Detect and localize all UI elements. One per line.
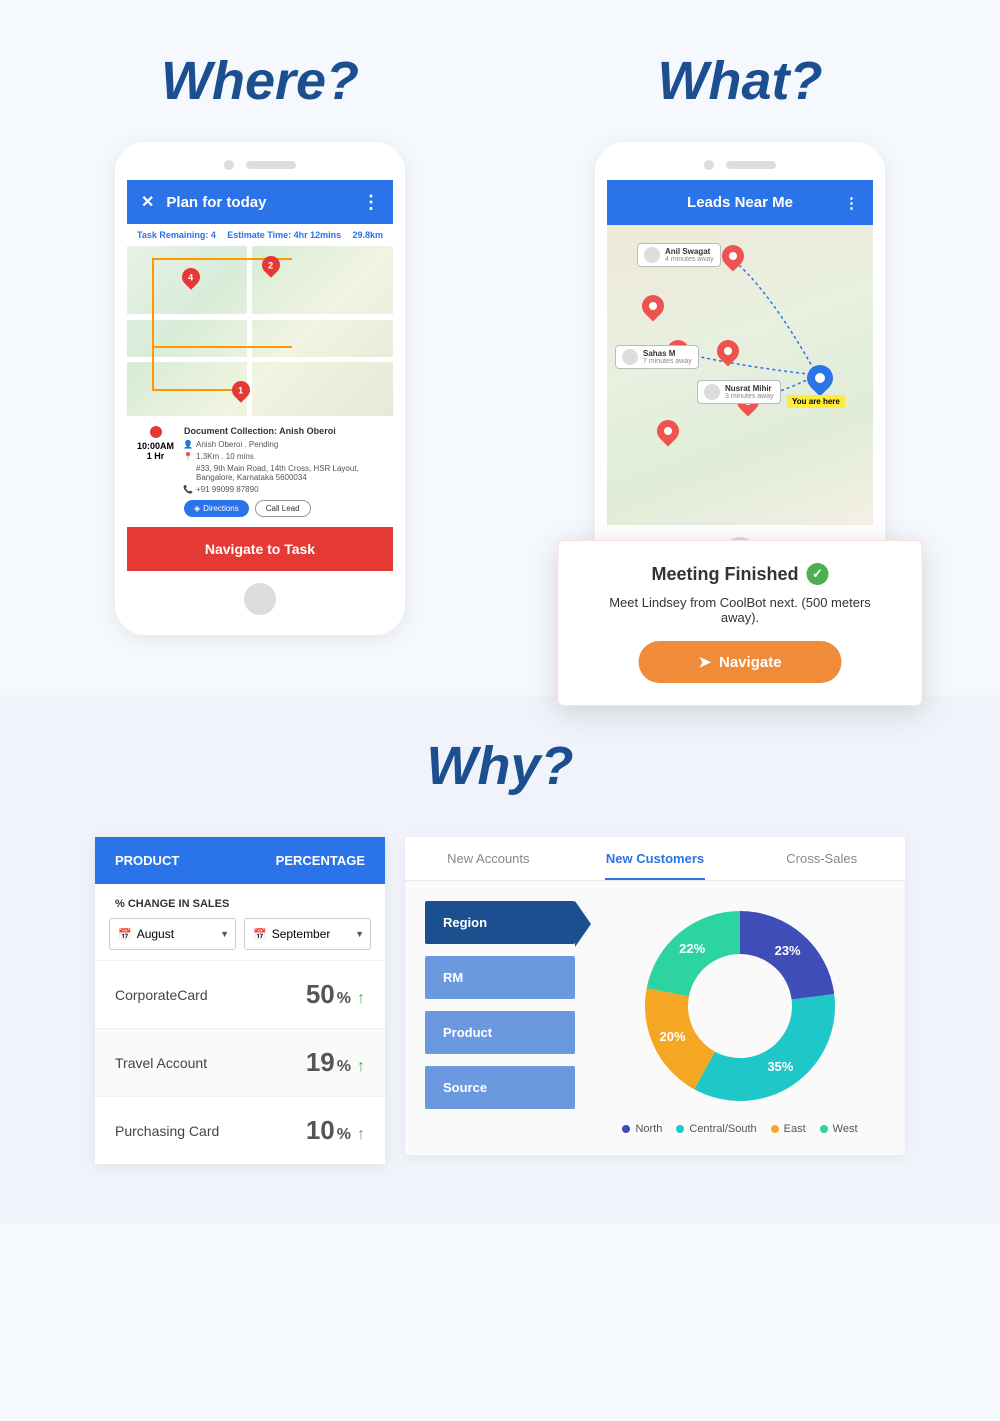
location-icon: 📍 (184, 453, 192, 461)
filter-column: Region RM Product Source (425, 901, 575, 1135)
lead-chip[interactable]: Nusrat Mihir3 minutes away (697, 380, 781, 404)
product-value: 50%↑ (306, 979, 365, 1010)
filter-source[interactable]: Source (425, 1066, 575, 1109)
product-table: PRODUCT PERCENTAGE % CHANGE IN SALES 📅Au… (95, 837, 385, 1164)
task-card: 10:00AM 1 Hr Document Collection: Anish … (127, 416, 393, 527)
legend-dot-icon (676, 1125, 684, 1133)
navigate-button[interactable]: ➤ Navigate (638, 641, 841, 683)
navigate-icon: ➤ (698, 653, 711, 671)
directions-button[interactable]: ◈Directions (184, 500, 249, 517)
avatar-icon (644, 247, 660, 263)
arrow-up-icon: ↑ (357, 1058, 365, 1076)
chevron-down-icon: ▼ (220, 929, 229, 939)
filter-rm[interactable]: RM (425, 956, 575, 999)
what-heading: What? (658, 50, 823, 112)
avatar-icon (622, 349, 638, 365)
calendar-icon: 📅 (118, 928, 132, 941)
leads-map[interactable]: You are here Anil Swagat4 minutes away S… (607, 225, 873, 525)
arrow-up-icon: ↑ (357, 1126, 365, 1144)
lead-chip[interactable]: Sahas M7 minutes away (615, 345, 699, 369)
phone-notch (607, 160, 873, 170)
meeting-card: Meeting Finished ✓ Meet Lindsey from Coo… (558, 540, 923, 706)
donut-slice-label: 35% (767, 1059, 793, 1074)
plan-title: Plan for today (166, 194, 266, 211)
product-value: 19%↑ (306, 1047, 365, 1078)
lead-chip[interactable]: Anil Swagat4 minutes away (637, 243, 721, 267)
legend-item: Central/South (676, 1123, 756, 1135)
status-dot-icon (150, 426, 162, 438)
chevron-down-icon: ▼ (355, 929, 364, 939)
avatar-icon (704, 384, 720, 400)
calendar-icon: 📅 (253, 928, 267, 941)
donut-slice (694, 994, 835, 1101)
tab-new-accounts[interactable]: New Accounts (405, 837, 572, 880)
donut-slice-label: 20% (659, 1029, 685, 1044)
legend-dot-icon (820, 1125, 828, 1133)
legend-item: East (771, 1123, 806, 1135)
table-header: PRODUCT PERCENTAGE (95, 837, 385, 884)
plan-stats: Task Remaining: 4 Estimate Time: 4hr 12m… (127, 224, 393, 246)
table-row: CorporateCard 50%↑ (95, 960, 385, 1028)
phone-what: Leads Near Me ⋮ You are here (595, 142, 885, 589)
plan-map[interactable]: 4 2 1 (127, 246, 393, 416)
donut-slice-label: 23% (775, 943, 801, 958)
phone-where: ✕ Plan for today ⋮ Task Remaining: 4 Est… (115, 142, 405, 635)
task-details: Document Collection: Anish Oberoi 👤Anish… (184, 426, 383, 517)
phone-notch (127, 160, 393, 170)
task-time: 10:00AM 1 Hr (137, 426, 174, 517)
where-column: Where? ✕ Plan for today ⋮ Task Remaining… (50, 50, 470, 635)
arrow-up-icon: ↑ (357, 990, 365, 1008)
product-name: CorporateCard (115, 987, 208, 1003)
where-heading: Where? (161, 50, 359, 112)
legend-item: West (820, 1123, 858, 1135)
estimate-time: Estimate Time: 4hr 12mins (227, 230, 341, 240)
legend-dot-icon (622, 1125, 630, 1133)
leads-header: Leads Near Me ⋮ (607, 180, 873, 225)
call-lead-button[interactable]: Call Lead (255, 500, 311, 517)
more-icon[interactable]: ⋮ (844, 194, 859, 212)
directions-icon: ◈ (194, 504, 200, 513)
donut-chart: 23% 35% 20% 22% (635, 901, 845, 1111)
task-title: Document Collection: Anish Oberoi (184, 426, 383, 436)
plan-header: ✕ Plan for today ⋮ (127, 180, 393, 224)
month2-select[interactable]: 📅September▼ (244, 918, 371, 950)
home-button[interactable] (244, 583, 276, 615)
what-column: What? Leads Near Me ⋮ (530, 50, 950, 635)
product-name: Purchasing Card (115, 1123, 219, 1139)
chart-legend: North Central/South East West (622, 1123, 857, 1135)
total-distance: 29.8km (352, 230, 383, 240)
task-remaining: Task Remaining: 4 (137, 230, 216, 240)
leads-title: Leads Near Me (687, 194, 793, 211)
tab-cross-sales[interactable]: Cross-Sales (738, 837, 905, 880)
product-name: Travel Account (115, 1055, 207, 1071)
legend-dot-icon (771, 1125, 779, 1133)
you-label: You are here (787, 395, 845, 408)
phone-icon: 📞 (184, 486, 192, 494)
filter-region[interactable]: Region (425, 901, 575, 944)
table-row: Travel Account 19%↑ (95, 1028, 385, 1096)
meeting-subtitle: Meet Lindsey from CoolBot next. (500 met… (589, 595, 892, 625)
col-product: PRODUCT (115, 853, 179, 868)
table-subtitle: % CHANGE IN SALES (95, 884, 385, 918)
donut-slice-label: 22% (679, 941, 705, 956)
col-percentage: PERCENTAGE (276, 853, 365, 868)
legend-item: North (622, 1123, 662, 1135)
close-icon[interactable]: ✕ (141, 192, 154, 212)
meeting-title: Meeting Finished ✓ (589, 563, 892, 585)
person-icon: 👤 (184, 441, 192, 449)
tabs: New AccountsNew CustomersCross-Sales (405, 837, 905, 881)
month1-select[interactable]: 📅August▼ (109, 918, 236, 950)
filter-product[interactable]: Product (425, 1011, 575, 1054)
tab-new-customers[interactable]: New Customers (572, 837, 739, 880)
check-circle-icon: ✓ (807, 563, 829, 585)
analytics-panel: New AccountsNew CustomersCross-Sales Reg… (405, 837, 905, 1155)
product-value: 10%↑ (306, 1115, 365, 1146)
navigate-task-button[interactable]: Navigate to Task (127, 527, 393, 571)
why-heading: Why? (50, 735, 950, 797)
table-row: Purchasing Card 10%↑ (95, 1096, 385, 1164)
more-icon[interactable]: ⋮ (362, 192, 381, 213)
